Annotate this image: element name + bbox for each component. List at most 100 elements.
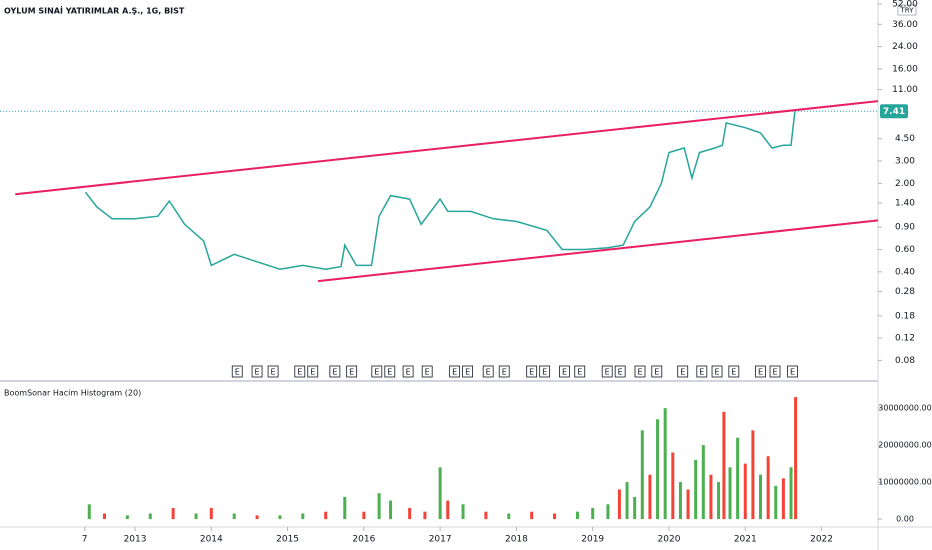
volume-bar <box>671 452 675 520</box>
volume-bar <box>794 397 798 520</box>
y-tick-label: 36.00 <box>892 20 918 30</box>
earnings-marker <box>498 365 510 378</box>
volume-bar <box>686 489 690 520</box>
last-price-label: 7.41 <box>883 107 905 117</box>
earnings-label: E <box>255 368 260 377</box>
earnings-label: E <box>465 368 470 377</box>
y-tick-label: 0.18 <box>895 311 915 321</box>
volume-bar <box>781 478 785 520</box>
earnings-label: E <box>235 368 240 377</box>
volume-bar <box>575 511 579 520</box>
earnings-marker <box>462 365 474 378</box>
volume-bar <box>377 493 381 520</box>
earnings-label: E <box>618 368 623 377</box>
volume-bar <box>446 500 450 520</box>
earnings-label: E <box>562 368 567 377</box>
earnings-label: E <box>452 368 457 377</box>
earnings-label: E <box>731 368 736 377</box>
volume-bar <box>484 511 488 520</box>
volume-bar <box>591 507 595 520</box>
y-tick-label: 0.28 <box>895 287 915 297</box>
volume-bar <box>171 507 175 520</box>
symbol-title: OYLUM SINAİ YATIRIMLAR A.Ş., 1G, BIST <box>4 6 185 16</box>
earnings-marker <box>482 365 494 378</box>
earnings-marker <box>651 365 663 378</box>
x-tick-label: 2022 <box>810 535 833 545</box>
x-tick-label: 2017 <box>429 535 452 545</box>
volume-bar <box>194 513 198 520</box>
earnings-label: E <box>605 368 610 377</box>
volume-bar <box>678 482 682 520</box>
earnings-label: E <box>349 368 354 377</box>
y-tick-label: 0.08 <box>895 356 915 366</box>
earnings-label: E <box>332 368 337 377</box>
earnings-marker <box>384 365 396 378</box>
earnings-marker <box>755 365 766 378</box>
earnings-label: E <box>577 368 582 377</box>
earnings-marker <box>231 365 243 378</box>
earnings-label: E <box>425 368 430 377</box>
trendline <box>317 219 879 283</box>
y-tick-label: 0.12 <box>895 334 915 344</box>
earnings-label: E <box>271 368 276 377</box>
x-tick-label: 2014 <box>200 535 223 545</box>
volume-bar <box>640 430 644 520</box>
earnings-marker <box>787 365 798 378</box>
earnings-label: E <box>790 368 795 377</box>
earnings-label: E <box>680 368 685 377</box>
last-price-badge <box>880 104 908 119</box>
volume-bar <box>728 467 732 520</box>
volume-bar <box>722 411 726 520</box>
volume-bar <box>148 513 152 520</box>
earnings-marker <box>574 365 586 378</box>
earnings-marker <box>634 365 646 378</box>
earnings-marker <box>696 365 708 378</box>
earnings-label: E <box>699 368 704 377</box>
volume-bar <box>87 504 91 520</box>
volume-bar <box>606 504 610 520</box>
price-line <box>84 111 796 270</box>
volume-bar <box>709 474 713 520</box>
y-tick-label: 24.00 <box>892 42 918 52</box>
volume-bar <box>438 467 442 520</box>
volume-bar <box>717 482 721 520</box>
volume-bar <box>774 485 778 520</box>
volume-bar <box>648 474 652 520</box>
x-tick-label: 7 <box>82 535 88 545</box>
volume-bar <box>209 507 213 520</box>
volume-bar <box>656 419 660 520</box>
x-tick-label: 2015 <box>276 535 299 545</box>
currency-badge <box>897 4 917 16</box>
earnings-marker <box>449 365 461 378</box>
trendline <box>15 100 879 196</box>
volume-bar <box>461 504 465 520</box>
x-tick-label: 2018 <box>505 535 528 545</box>
y-tick-label: 11.00 <box>892 85 918 95</box>
earnings-marker <box>421 365 433 378</box>
earnings-marker <box>539 365 551 378</box>
earnings-label: E <box>654 368 659 377</box>
volume-bar <box>633 496 637 520</box>
volume-bar <box>789 467 793 520</box>
volume-bar <box>530 511 534 520</box>
volume-bar <box>103 513 107 520</box>
x-tick-label: 2016 <box>352 535 375 545</box>
y-tick-label: 20000000.00 <box>878 441 931 450</box>
earnings-marker <box>294 365 306 378</box>
volume-bar <box>324 511 328 520</box>
earnings-marker <box>346 365 358 378</box>
volume-bar <box>125 515 129 520</box>
volume-bar <box>423 511 427 520</box>
volume-bar <box>694 459 698 520</box>
volume-bar <box>766 456 770 520</box>
volume-bar <box>759 474 763 520</box>
earnings-label: E <box>297 368 302 377</box>
volume-bar <box>301 513 305 520</box>
y-tick-label: 2.00 <box>895 179 915 189</box>
x-tick-label: 2021 <box>734 535 757 545</box>
earnings-marker <box>711 365 723 378</box>
y-tick-label: 16.00 <box>892 64 918 74</box>
y-tick-label: 1.40 <box>895 198 915 208</box>
volume-bar <box>751 430 755 520</box>
volume-bar <box>362 511 366 520</box>
